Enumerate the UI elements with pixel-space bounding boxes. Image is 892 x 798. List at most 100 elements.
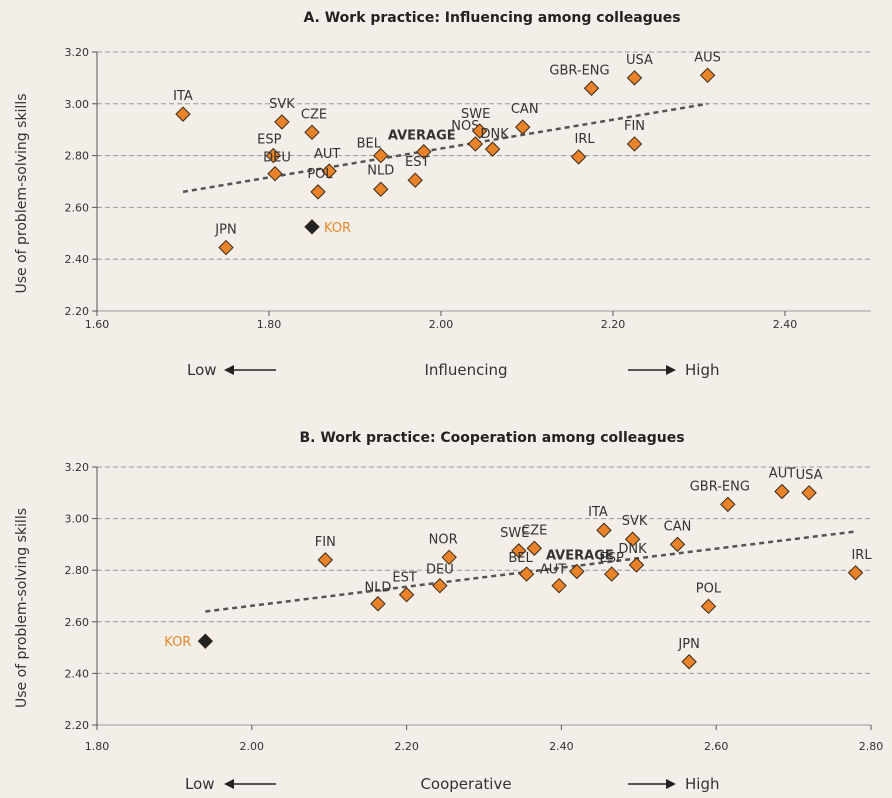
- point-label: IRL: [851, 548, 872, 563]
- point-marker: [551, 577, 567, 594]
- point-label: DNK: [480, 127, 509, 142]
- point-marker: [604, 566, 620, 582]
- point-label: CAN: [511, 102, 539, 117]
- x-tick-label: 2.80: [859, 740, 884, 753]
- point-label: AVERAGE: [388, 129, 456, 144]
- y-tick-label: 2.60: [65, 616, 90, 629]
- y-tick-label: 2.80: [65, 564, 90, 577]
- panel-a: A. Work practice: Influencing among coll…: [14, 10, 871, 379]
- point-marker: [321, 163, 337, 179]
- y-tick-label: 2.80: [65, 150, 90, 163]
- point-marker: [373, 181, 389, 197]
- point-label: GBR-ENG: [690, 479, 750, 494]
- point-marker: [317, 552, 334, 568]
- point-marker: [398, 587, 415, 603]
- point-label: DEU: [426, 563, 454, 578]
- point-marker: [467, 136, 484, 152]
- point-marker: [583, 80, 600, 96]
- point-marker: [801, 485, 817, 501]
- low-label: Low: [187, 361, 217, 379]
- point-marker: [265, 147, 282, 164]
- y-tick-label: 2.40: [65, 667, 90, 680]
- point-label: DEU: [263, 151, 291, 166]
- point-marker: [774, 483, 790, 500]
- x-tick-label: 1.80: [257, 318, 282, 331]
- point-label: FIN: [315, 535, 336, 550]
- point-marker: [370, 596, 386, 612]
- point-marker: [407, 172, 423, 188]
- point-label: SWE: [500, 526, 529, 541]
- point-label: SWE: [461, 107, 490, 122]
- point-marker: [416, 144, 432, 160]
- point-label: ITA: [588, 505, 608, 520]
- point-label: GBR-ENG: [549, 63, 609, 78]
- point-marker: [484, 141, 501, 157]
- point-label: ESP: [600, 551, 624, 566]
- point-marker: [471, 123, 488, 139]
- point-marker: [570, 149, 587, 165]
- point-marker: [596, 522, 612, 538]
- chart-title: A. Work practice: Influencing among coll…: [303, 10, 680, 26]
- point-label: USA: [796, 468, 823, 483]
- high-label: High: [685, 775, 719, 793]
- point-marker: [197, 633, 214, 649]
- point-marker: [628, 557, 645, 573]
- x-tick-label: 2.20: [601, 318, 626, 331]
- y-tick-label: 2.60: [65, 201, 90, 214]
- point-label: JPN: [677, 637, 699, 652]
- point-label: ITA: [173, 89, 193, 104]
- x-tick-label: 2.00: [429, 318, 454, 331]
- low-label: Low: [185, 775, 215, 793]
- point-label: DNK: [618, 542, 647, 557]
- point-marker: [720, 496, 736, 513]
- point-marker: [373, 147, 389, 164]
- point-label: BEL: [357, 137, 382, 152]
- point-marker: [304, 219, 320, 235]
- low-arrow-head: [224, 365, 234, 375]
- point-marker: [310, 184, 326, 200]
- point-label: NOR: [429, 532, 458, 547]
- y-tick-label: 3.00: [65, 98, 90, 111]
- x-tick-label: 2.40: [773, 318, 798, 331]
- point-marker: [681, 654, 697, 670]
- point-marker: [699, 67, 716, 84]
- point-label: EST: [392, 571, 416, 586]
- point-label: USA: [626, 53, 653, 68]
- point-label: AUT: [540, 563, 566, 578]
- point-marker: [518, 566, 535, 582]
- point-label: AUS: [694, 50, 721, 65]
- trend-line: [182, 102, 708, 194]
- point-label: EST: [405, 155, 429, 170]
- x-axis-label: Influencing: [424, 361, 507, 379]
- y-tick-label: 3.20: [65, 46, 90, 59]
- point-label: CZE: [301, 107, 327, 122]
- point-marker: [626, 136, 643, 152]
- point-label: NOS: [451, 119, 479, 134]
- chart-title: B. Work practice: Cooperation among coll…: [299, 430, 684, 446]
- x-axis-label: Cooperative: [420, 775, 511, 793]
- point-marker: [511, 543, 527, 559]
- y-tick-label: 2.40: [65, 253, 90, 266]
- point-label: SVK: [269, 97, 295, 112]
- point-label: NLD: [367, 163, 394, 178]
- high-arrow-head: [666, 365, 676, 375]
- point-label: IRL: [575, 132, 596, 147]
- point-label: KOR: [324, 221, 351, 236]
- point-label: KOR: [164, 635, 191, 650]
- point-label: POL: [307, 167, 333, 182]
- point-marker: [441, 549, 457, 566]
- point-marker: [847, 565, 864, 581]
- point-marker: [175, 106, 191, 122]
- x-tick-label: 2.00: [240, 740, 265, 753]
- point-label: ESP: [257, 133, 281, 148]
- point-label: AVERAGE: [546, 548, 614, 563]
- y-tick-label: 2.20: [65, 305, 90, 318]
- point-label: CAN: [664, 519, 692, 534]
- point-label: FIN: [624, 119, 645, 134]
- point-marker: [626, 70, 643, 86]
- x-tick-label: 2.20: [394, 740, 419, 753]
- point-marker: [267, 166, 283, 182]
- point-marker: [514, 119, 531, 135]
- point-marker: [624, 531, 641, 547]
